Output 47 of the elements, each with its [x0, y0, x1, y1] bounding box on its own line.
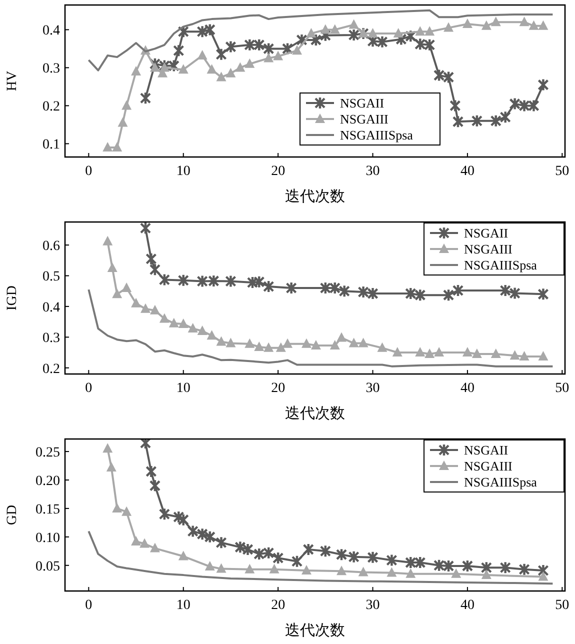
legend-label: NSGAIII: [464, 458, 512, 474]
x-axis-title: 迭代次数: [285, 622, 345, 639]
x-tick-label: 30: [366, 164, 380, 179]
x-tick-label: 50: [555, 164, 570, 179]
x-tick-label: 0: [85, 381, 92, 396]
y-tick-label: 0.10: [36, 530, 60, 546]
legend-label: NSGAII: [464, 442, 508, 458]
y-tick-label: 0.2: [42, 100, 60, 115]
legend-label: NSGAIIISpsa: [464, 474, 538, 490]
x-tick-label: 40: [460, 598, 474, 613]
legend-label: NSGAIIISpsa: [464, 258, 538, 273]
x-tick-label: 20: [271, 381, 286, 396]
x-tick-label: 0: [85, 598, 92, 613]
y-axis-title: IGD: [5, 286, 20, 310]
x-tick-label: 20: [271, 164, 286, 179]
x-tick-label: 20: [271, 598, 286, 613]
y-tick-label: 0.20: [36, 474, 60, 489]
legend-label: NSGAIIISpsa: [340, 128, 414, 143]
y-tick-label: 0.2: [42, 362, 60, 377]
y-axis-title: HV: [5, 70, 20, 92]
y-tick-label: 0.05: [36, 559, 60, 574]
x-tick-label: 40: [460, 381, 474, 396]
x-axis-title: 迭代次数: [285, 405, 345, 422]
legend-label: NSGAII: [340, 96, 384, 111]
x-axis-title: 迭代次数: [285, 188, 345, 205]
x-tick-label: 10: [176, 598, 190, 613]
x-tick-label: 40: [460, 164, 474, 179]
x-tick-label: 10: [176, 381, 190, 396]
y-tick-label: 0.4: [42, 24, 60, 39]
legend-label: NSGAIII: [340, 112, 388, 127]
legend-label: NSGAII: [464, 226, 508, 241]
y-tick-label: 0.1: [42, 138, 60, 153]
y-tick-label: 0.3: [42, 62, 60, 77]
x-tick-label: 0: [85, 164, 92, 179]
y-tick-label: 0.6: [42, 238, 60, 254]
y-tick-label: 0.4: [42, 300, 60, 316]
legend-label: NSGAIII: [464, 242, 512, 257]
x-tick-label: 30: [366, 381, 380, 396]
y-tick-label: 0.25: [36, 445, 60, 460]
y-tick-label: 0.5: [42, 270, 60, 285]
y-tick-label: 0.15: [36, 502, 60, 518]
x-tick-label: 50: [555, 598, 570, 613]
x-tick-label: 30: [366, 598, 380, 613]
y-axis-title: GD: [5, 504, 20, 526]
x-tick-label: 50: [555, 381, 570, 396]
y-tick-label: 0.3: [42, 331, 60, 346]
x-tick-label: 10: [176, 164, 190, 179]
